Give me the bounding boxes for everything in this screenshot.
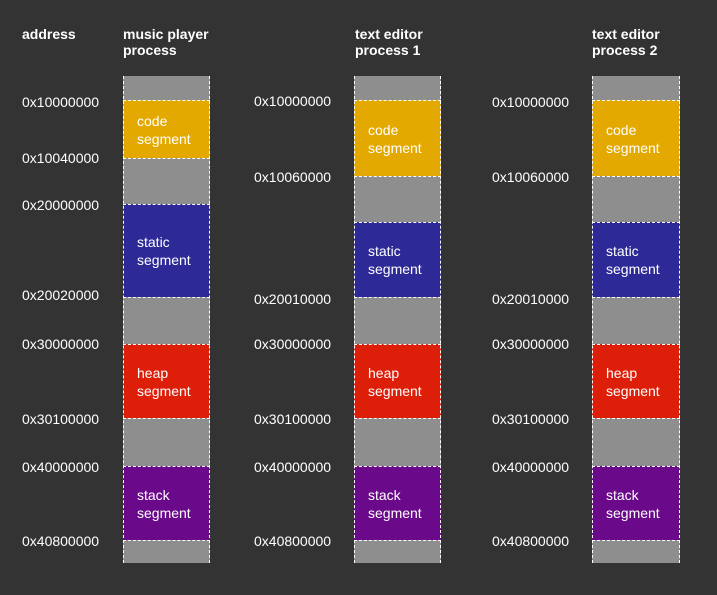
stack-segment-label: stack segment xyxy=(368,486,422,521)
address-label: 0x40800000 xyxy=(22,533,100,549)
unmapped-gap xyxy=(123,76,210,100)
unmapped-gap xyxy=(354,540,441,563)
address-label: 0x40800000 xyxy=(492,533,570,549)
unmapped-gap xyxy=(592,297,680,344)
unmapped-gap xyxy=(354,418,441,466)
static-segment-label: static segment xyxy=(368,243,422,277)
address-label: 0x10060000 xyxy=(254,169,332,185)
address-label: 0x30100000 xyxy=(492,411,570,427)
unmapped-gap xyxy=(592,76,680,100)
address-label: 0x20010000 xyxy=(492,291,570,307)
address-label: 0x30100000 xyxy=(254,411,332,427)
memory-column-text-editor-1: code segment static segment heap segment… xyxy=(354,76,441,563)
unmapped-gap xyxy=(354,297,441,344)
unmapped-gap xyxy=(592,540,680,563)
address-label: 0x20010000 xyxy=(254,291,332,307)
code-segment-label: code segment xyxy=(137,112,191,147)
address-label: 0x30000000 xyxy=(254,336,332,352)
heap-segment-label: heap segment xyxy=(137,364,191,399)
code-segment-label: code segment xyxy=(606,121,660,156)
address-label: 0x10060000 xyxy=(492,169,570,185)
address-label: 0x40000000 xyxy=(254,459,332,475)
memory-column-text-editor-2: code segment static segment heap segment… xyxy=(592,76,680,563)
process-title-text-editor-1: text editor process 1 xyxy=(355,26,423,58)
address-label: 0x20000000 xyxy=(22,197,100,213)
address-label: 0x10000000 xyxy=(254,93,332,109)
unmapped-gap xyxy=(592,418,680,466)
address-label: 0x20020000 xyxy=(22,287,100,303)
process-title-music-player: music player process xyxy=(123,26,209,58)
heap-segment: heap segment xyxy=(123,344,210,418)
code-segment: code segment xyxy=(123,100,210,158)
stack-segment: stack segment xyxy=(592,466,680,540)
heap-segment: heap segment xyxy=(592,344,680,418)
address-header: address xyxy=(22,26,76,42)
code-segment-label: code segment xyxy=(368,121,422,156)
static-segment: static segment xyxy=(354,222,441,297)
stack-segment: stack segment xyxy=(354,466,441,540)
process-title-text-editor-2: text editor process 2 xyxy=(592,26,660,58)
address-label: 0x10040000 xyxy=(22,150,100,166)
stack-segment-label: stack segment xyxy=(606,486,660,521)
code-segment: code segment xyxy=(592,100,680,176)
address-label: 0x30100000 xyxy=(22,411,100,427)
address-label: 0x10000000 xyxy=(22,94,100,110)
heap-segment-label: heap segment xyxy=(606,364,660,399)
unmapped-gap xyxy=(354,176,441,222)
code-segment: code segment xyxy=(354,100,441,176)
address-label: 0x30000000 xyxy=(22,336,100,352)
address-label: 0x40000000 xyxy=(492,459,570,475)
address-label: 0x40000000 xyxy=(22,459,100,475)
static-segment: static segment xyxy=(592,222,680,297)
stack-segment: stack segment xyxy=(123,466,210,540)
address-label: 0x10000000 xyxy=(492,94,570,110)
memory-column-music-player: code segment static segment heap segment… xyxy=(123,76,210,563)
heap-segment: heap segment xyxy=(354,344,441,418)
unmapped-gap xyxy=(354,76,441,100)
stack-segment-label: stack segment xyxy=(137,486,191,521)
unmapped-gap xyxy=(123,297,210,344)
unmapped-gap xyxy=(123,158,210,204)
unmapped-gap xyxy=(123,418,210,466)
address-label: 0x40800000 xyxy=(254,533,332,549)
address-label: 0x30000000 xyxy=(492,336,570,352)
heap-segment-label: heap segment xyxy=(368,364,422,399)
static-segment-label: static segment xyxy=(606,243,660,277)
static-segment-label: static segment xyxy=(137,234,191,268)
unmapped-gap xyxy=(592,176,680,222)
unmapped-gap xyxy=(123,540,210,563)
static-segment: static segment xyxy=(123,204,210,297)
